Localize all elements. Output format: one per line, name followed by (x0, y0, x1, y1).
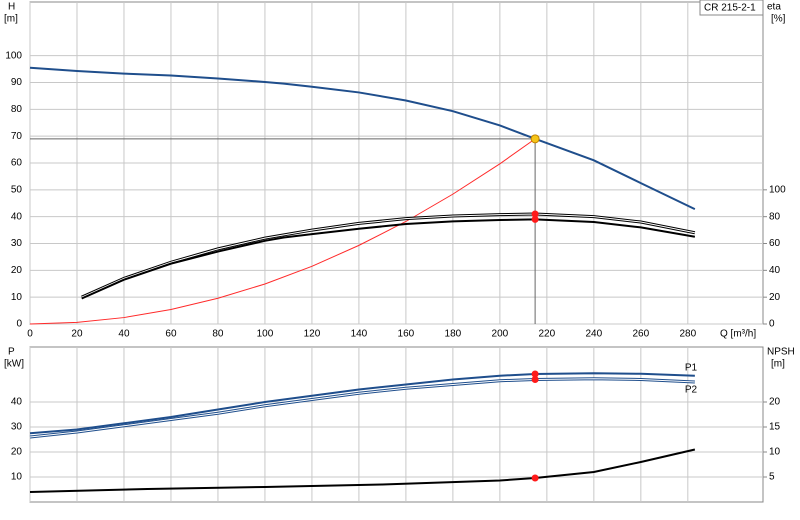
x-tick-label: 120 (304, 329, 321, 340)
y-tick-label: 70 (11, 131, 23, 142)
series-line (81, 218, 696, 300)
y-tick-label: 10 (11, 472, 23, 483)
annotation-box (699, 0, 764, 16)
y-tick-label: 40 (11, 397, 23, 408)
y2-tick-label: 40 (769, 265, 781, 276)
y2-tick-label: 100 (769, 184, 786, 195)
y-tick-label: 80 (11, 104, 23, 115)
duty-marker (531, 376, 539, 383)
x-tick-label: 240 (586, 329, 603, 340)
x-tick-label: 220 (539, 329, 556, 340)
duty-marker (531, 370, 539, 378)
y-tick-label: 10 (11, 292, 23, 303)
y-tick-label: 50 (11, 184, 23, 195)
series-line (29, 448, 696, 493)
y-tick-label: 90 (11, 77, 23, 88)
y2-tick-label: 15 (769, 422, 781, 433)
duty-marker (531, 210, 539, 218)
y2-tick-label: 0 (769, 319, 775, 330)
series-line (29, 138, 536, 325)
y2-tick-label: 80 (769, 211, 781, 222)
y-axis-unit: [kW] (4, 359, 24, 370)
series-line-inner (29, 378, 695, 438)
y2-tick-label: 10 (769, 447, 781, 458)
series-line-inner (81, 213, 695, 298)
series-line (29, 66, 696, 211)
duty-marker (531, 215, 539, 223)
x-tick-label: 180 (445, 329, 462, 340)
y-axis-label: H (8, 2, 15, 13)
x-tick-label: 40 (118, 329, 130, 340)
x-tick-label: 280 (679, 329, 696, 340)
y-tick-label: 20 (11, 265, 23, 276)
x-tick-label: 60 (165, 329, 177, 340)
duty-marker (531, 474, 539, 482)
x-tick-label: 20 (71, 329, 83, 340)
x-tick-label: 80 (212, 329, 224, 340)
x-axis-label: Q [m³/h] (720, 329, 756, 340)
x-tick-label: 160 (398, 329, 415, 340)
y-tick-label: 30 (11, 422, 23, 433)
y-tick-label: 40 (11, 211, 23, 222)
annotation: CR 215-2-1 (704, 3, 756, 14)
y-axis-unit: [m] (4, 14, 18, 25)
y-tick-label: 20 (11, 447, 23, 458)
x-tick-label: 140 (351, 329, 368, 340)
y2-axis-unit: [m] (771, 359, 785, 370)
y2-tick-label: 20 (769, 292, 781, 303)
y2-tick-label: 20 (769, 397, 781, 408)
series-line (29, 372, 695, 435)
y-tick-label: 100 (5, 50, 22, 61)
series-label: P1 (685, 362, 698, 373)
y-tick-label: 0 (16, 319, 22, 330)
x-tick-label: 260 (632, 329, 649, 340)
y2-tick-label: 60 (769, 238, 781, 249)
x-tick-label: 100 (257, 329, 274, 340)
y2-axis-label: eta (767, 2, 781, 13)
y-tick-label: 30 (11, 238, 23, 249)
operating-point (530, 134, 540, 144)
x-tick-label: 200 (492, 329, 509, 340)
y2-axis-label: NPSH (767, 347, 795, 358)
series-label: P2 (685, 385, 698, 396)
y2-axis-unit: [%] (771, 14, 786, 25)
y2-tick-label: 5 (769, 472, 775, 483)
y-axis-label: P (8, 347, 15, 358)
y-tick-label: 60 (11, 158, 23, 169)
x-tick-label: 0 (27, 329, 33, 340)
